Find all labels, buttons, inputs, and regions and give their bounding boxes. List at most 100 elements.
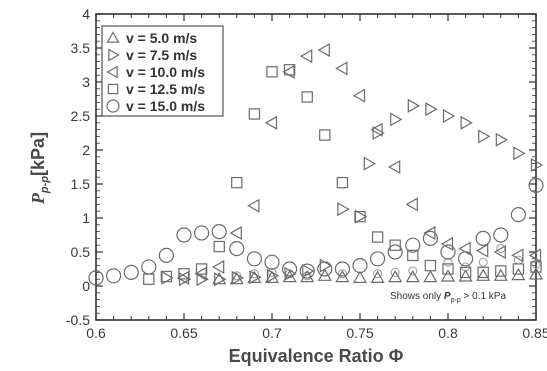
y-tick-label: 2.5 [71, 108, 91, 124]
data-point-square [248, 108, 261, 120]
data-point-circle [422, 230, 438, 246]
data-point-triangle-up [212, 271, 227, 285]
data-point-circle [141, 259, 157, 275]
data-point-square [512, 263, 525, 275]
data-point-square [477, 266, 489, 279]
data-point-square [160, 270, 173, 283]
data-point-triangle-up [476, 268, 491, 281]
data-point-square [319, 129, 331, 141]
legend-marker-triangle-up [106, 31, 120, 43]
data-point-square [407, 249, 419, 262]
y-axis-title-sub: p-p [39, 176, 51, 194]
data-point-circle [528, 177, 544, 193]
data-point-square [459, 266, 472, 279]
data-point-triangle-right [513, 146, 526, 161]
data-point-triangle-left [264, 115, 278, 130]
data-point-square [195, 263, 208, 275]
data-point-triangle-up [282, 269, 297, 283]
y-tick-label: 3 [82, 74, 90, 90]
y-tick-label: 0 [82, 278, 90, 294]
data-point-triangle-up [405, 269, 420, 283]
legend-items: v = 5.0 m/sv = 7.5 m/sv = 10.0 m/sv = 12… [106, 30, 205, 114]
data-point-circle [176, 227, 192, 243]
data-point-triangle-left [493, 244, 506, 260]
x-tick-label: 0.8 [438, 325, 458, 341]
legend-label: v = 15.0 m/s [126, 98, 205, 114]
data-point-light-circle [337, 269, 347, 279]
x-tick-label: 0.85 [522, 325, 547, 341]
data-point-triangle-right [266, 268, 280, 283]
data-point-triangle-left [211, 259, 225, 274]
data-point-triangle-left [299, 49, 313, 64]
data-point-triangle-right [407, 98, 421, 113]
data-point-triangle-right [478, 129, 491, 144]
data-point-square [213, 240, 225, 253]
data-point-triangle-right [337, 202, 350, 217]
data-point-triangle-right [442, 108, 456, 124]
data-point-triangle-right [425, 102, 438, 117]
data-point-triangle-left [370, 122, 383, 137]
y-tick-label: -0.5 [66, 312, 90, 328]
y-tick-label: 3.5 [71, 40, 91, 56]
data-point-circle [458, 251, 474, 267]
legend-marker-triangle-right [108, 48, 120, 62]
data-point-square [336, 176, 349, 189]
data-point-triangle-up [335, 269, 350, 283]
data-point-square [530, 261, 542, 273]
data-point-circle [493, 227, 509, 243]
data-point-triangle-right [249, 270, 262, 285]
legend-box [101, 25, 224, 117]
data-point-triangle-right [460, 115, 473, 130]
data-point-triangle-right [390, 112, 403, 127]
data-point-light-circle [408, 266, 418, 276]
data-point-circle [282, 261, 298, 277]
data-point-square [389, 239, 401, 251]
data-point-triangle-right [214, 272, 227, 287]
data-point-circle [334, 261, 350, 277]
x-tick-label: 0.75 [346, 325, 373, 341]
data-point-circle [440, 244, 456, 260]
data-point-light-circle [373, 269, 383, 279]
annotation-note: Shows only Pp-p > 0.1 kPa [390, 291, 506, 304]
data-point-square [442, 263, 454, 275]
y-axis-title-main: P [28, 192, 48, 205]
data-point-triangle-left [317, 43, 330, 58]
data-point-light-circle [478, 257, 488, 267]
legend-marker-square [107, 83, 119, 95]
legend: v = 5.0 m/sv = 7.5 m/sv = 10.0 m/sv = 12… [101, 25, 224, 117]
data-point-square [301, 91, 313, 103]
data-point-triangle-left [229, 225, 242, 240]
data-point-square [266, 66, 278, 78]
data-point-circle [317, 261, 333, 277]
y-tick-label: 1 [82, 210, 90, 226]
data-point-square [424, 259, 437, 272]
data-point-triangle-up [423, 269, 438, 283]
legend-marker-triangle-left [106, 65, 118, 79]
y-tick-label: 4 [82, 6, 90, 22]
legend-label: v = 10.0 m/s [126, 64, 205, 80]
data-point-triangle-right [319, 258, 333, 273]
data-point-triangle-left [405, 197, 418, 212]
data-point-triangle-right [354, 209, 368, 224]
data-point-triangle-up [493, 268, 508, 281]
legend-label: v = 7.5 m/s [126, 47, 197, 63]
data-point-circle [158, 247, 174, 263]
data-point-circle [352, 258, 368, 274]
y-tick-label: 2 [82, 142, 90, 158]
data-point-circle [105, 268, 122, 284]
data-point-triangle-left [282, 64, 295, 79]
data-point-square [283, 64, 296, 76]
x-axis-title: Equivalence Ratio Φ [229, 346, 404, 366]
data-point-light-circle [443, 257, 453, 267]
data-point-square [231, 176, 243, 189]
data-point-circle [387, 244, 403, 260]
data-point-circle [370, 251, 386, 267]
data-point-triangle-up [352, 270, 368, 283]
data-point-triangle-left [352, 88, 366, 103]
data-point-triangle-up [458, 269, 473, 282]
data-point-light-circle [390, 267, 400, 277]
data-point-circle [475, 230, 491, 246]
data-point-triangle-left [528, 248, 542, 263]
data-point-circle [123, 264, 139, 280]
